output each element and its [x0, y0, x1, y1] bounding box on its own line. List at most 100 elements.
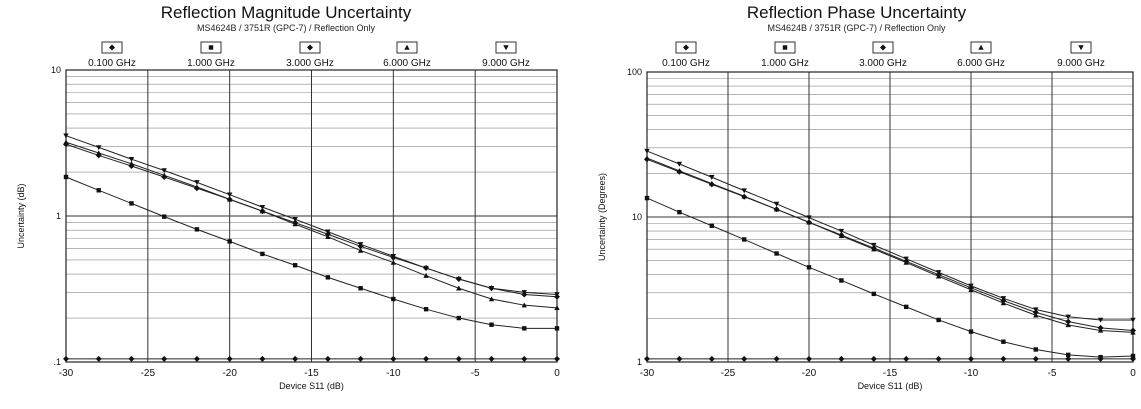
triangle-up-marker	[1000, 300, 1007, 306]
square-marker	[806, 265, 812, 270]
chart-title: Reflection Phase Uncertainty	[746, 3, 967, 22]
triangle-up-marker	[773, 206, 780, 212]
magnitude-uncertainty-chart: Reflection Magnitude Uncertainty MS4624B…	[16, 4, 560, 392]
diamond-marker	[870, 355, 877, 362]
triangle-up-marker	[128, 161, 135, 166]
triangle-up-marker	[644, 155, 650, 161]
y-tick-label: 100	[627, 67, 642, 77]
square-marker	[194, 227, 200, 232]
triangle-down-marker	[1097, 317, 1104, 323]
square-marker	[292, 263, 298, 268]
x-tick-label: -30	[640, 368, 655, 379]
y-axis-label: Uncertainty (Degrees)	[597, 173, 607, 261]
triangle-down-marker	[644, 148, 650, 154]
triangle-up-marker	[521, 302, 527, 308]
legend-label: 3.000 GHz	[286, 58, 334, 69]
triangle-down-marker	[161, 168, 167, 174]
square-marker	[391, 296, 396, 302]
triangle-down-marker	[806, 215, 812, 221]
triangle-up-marker	[741, 193, 747, 199]
diamond-marker	[708, 355, 715, 362]
triangle-up-marker	[806, 219, 812, 225]
diamond-marker	[95, 355, 102, 362]
triangle-up-marker	[935, 273, 942, 279]
triangle-down-marker	[259, 204, 266, 210]
triangle-up-marker	[357, 247, 364, 253]
triangle-down-marker	[96, 145, 102, 151]
diamond-marker	[1000, 355, 1007, 362]
square-marker	[260, 251, 265, 257]
triangle-down-marker	[325, 229, 331, 235]
diamond-marker	[259, 355, 266, 362]
square-marker	[423, 306, 429, 312]
square-marker	[1001, 339, 1006, 344]
phase-plot-svg: 1 10 100 -30 -25 -20 -15 -10 -5 0 Device S11 (dB) U…	[597, 41, 1136, 391]
square-marker	[1066, 352, 1071, 358]
x-tick-label: -15	[304, 368, 319, 379]
square-marker	[839, 278, 844, 283]
triangle-up-marker	[423, 273, 429, 278]
diamond-marker	[838, 355, 845, 362]
legend-triangle-up-marker	[978, 44, 984, 50]
x-tick-label: -15	[883, 368, 898, 379]
diamond-marker	[1032, 355, 1039, 362]
square-marker	[489, 322, 494, 327]
y-tick-label: 1	[637, 357, 642, 367]
legend-label: 1.000 GHz	[187, 58, 235, 69]
triangle-up-marker	[709, 180, 715, 186]
plot-frame	[65, 69, 558, 363]
triangle-up-marker	[838, 233, 845, 239]
diamond-marker	[554, 355, 560, 362]
x-tick-label: -25	[141, 368, 156, 379]
triangle-down-marker	[194, 180, 200, 186]
diamond-marker	[63, 355, 69, 362]
triangle-down-marker	[63, 133, 69, 139]
legend-square-marker	[782, 45, 788, 50]
diamond-marker	[676, 355, 683, 362]
y-tick-label: 10	[632, 212, 642, 222]
series-line	[646, 197, 1134, 358]
diamond-marker	[226, 355, 233, 362]
x-tick-label: -20	[802, 368, 817, 379]
triangle-down-marker	[1033, 307, 1039, 313]
triangle-up-marker	[871, 246, 877, 252]
triangle-down-marker	[554, 292, 560, 298]
y-tick-label: 10	[51, 65, 61, 75]
square-marker	[129, 201, 134, 206]
triangle-up-marker	[325, 234, 331, 240]
square-marker	[677, 209, 682, 215]
triangle-up-marker	[259, 208, 266, 214]
legend-square-marker	[208, 45, 214, 50]
triangle-up-marker	[903, 259, 909, 265]
diamond-marker	[292, 355, 299, 362]
square-marker	[968, 329, 974, 334]
triangle-down-marker	[709, 175, 715, 180]
legend-label: 3.000 GHz	[859, 58, 907, 69]
square-marker	[709, 223, 714, 228]
legend-diamond-marker	[307, 44, 313, 51]
triangle-down-marker	[903, 256, 909, 262]
diamond-marker	[455, 355, 462, 362]
square-marker	[774, 251, 779, 256]
triangle-up-marker	[194, 184, 200, 190]
triangle-down-marker	[1000, 296, 1007, 301]
square-marker	[936, 317, 941, 323]
legend-label: 0.100 GHz	[88, 58, 136, 69]
x-axis-label: Device S11 (dB)	[279, 381, 344, 391]
square-marker	[742, 237, 747, 242]
legend-triangle-down-marker	[1078, 45, 1084, 51]
diamond-marker	[935, 355, 942, 362]
triangle-down-marker	[226, 192, 233, 198]
diamond-marker	[1065, 318, 1072, 325]
chart-subtitle: MS4624B / 3751R (GPC-7) / Reflection Onl…	[767, 23, 946, 33]
triangle-down-marker	[423, 265, 429, 271]
legend-label: 9.000 GHz	[1057, 58, 1105, 69]
triangle-down-marker	[968, 283, 974, 289]
chart-subtitle: MS4624B / 3751R (GPC-7) / Reflection Onl…	[196, 23, 376, 33]
diamond-marker	[644, 355, 650, 362]
triangle-up-marker	[676, 168, 683, 174]
triangle-up-marker	[968, 287, 974, 292]
triangle-up-marker	[226, 196, 233, 202]
square-marker	[63, 174, 69, 180]
triangle-up-marker	[161, 172, 167, 178]
